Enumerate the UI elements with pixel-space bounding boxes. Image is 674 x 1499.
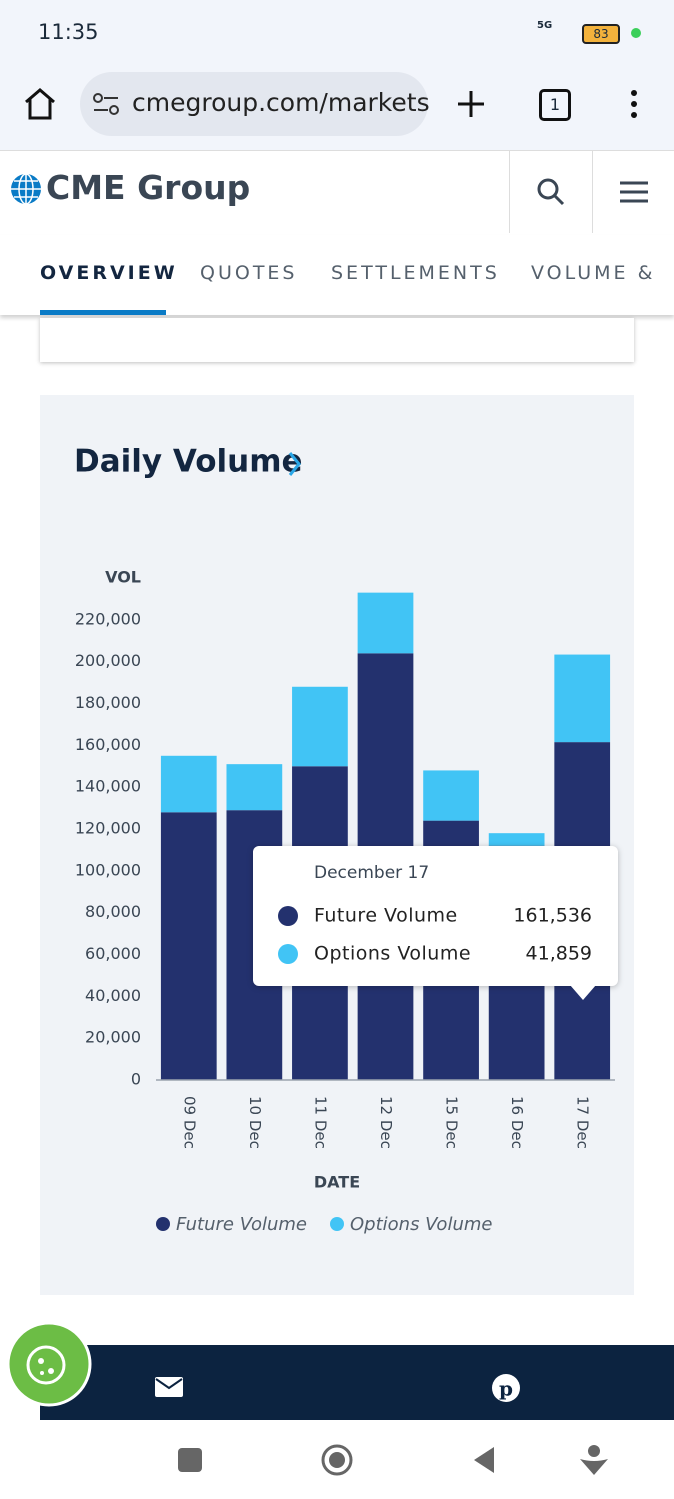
chart: Daily Volume VOL DATE 0 20,000 40,000 60,00… [74,444,618,1235]
search-button[interactable] [536,177,566,207]
legend-label: Future Volume [176,1214,307,1235]
bar-segment [554,654,611,743]
menu-button[interactable] [628,88,640,120]
x-axis-label: DATE [314,1173,360,1192]
nav-tab[interactable]: SETTLEMENTS [331,262,500,284]
tooltip-label: Future Volume [314,905,458,927]
status-network: 5G [537,20,553,31]
x-tick-label: 12 Dec [377,1096,395,1149]
y-tick-label: 80,000 [85,902,141,921]
bar-segment [292,686,348,767]
active-tab-underline [40,310,166,315]
logo-globe [11,173,41,205]
y-tick-label: 120,000 [75,819,141,838]
divider [509,151,510,233]
bar-segment [226,764,283,811]
y-tick-label: 140,000 [75,777,141,796]
home-nav-button[interactable] [320,1443,354,1477]
y-tick-label: 180,000 [75,693,141,712]
footer-bar [40,1345,674,1420]
cookie-button[interactable] [6,1321,92,1407]
x-tick-label: 15 Dec [443,1096,461,1149]
assistant-button[interactable] [578,1443,610,1477]
chart-title[interactable]: Daily Volume [74,444,303,480]
pinterest-icon[interactable]: p [491,1373,521,1403]
legend-label: Options Volume [350,1214,492,1235]
y-tick-label: 160,000 [75,735,141,754]
nav-tab[interactable]: OVERVIEW [40,262,178,284]
hamburger-button[interactable] [619,180,649,204]
y-axis-label: VOL [105,568,141,587]
site-settings-icon[interactable] [92,92,122,118]
y-tick-label: 0 [131,1070,141,1089]
bar-segment [160,755,217,813]
svg-text:p: p [499,1377,513,1401]
x-tick-label: 09 Dec [180,1096,198,1149]
home-button[interactable] [22,86,58,122]
y-tick-label: 20,000 [85,1028,141,1047]
tooltip-value: 161,536 [513,905,592,927]
tooltip-label: Options Volume [314,943,471,965]
legend-marker [330,1217,344,1231]
tab-count[interactable]: 1 [539,89,571,121]
status-time: 11:35 [38,20,99,44]
y-tick-label: 220,000 [75,609,141,628]
email-icon[interactable] [154,1376,184,1398]
recents-button[interactable] [178,1448,202,1472]
legend-marker [156,1217,170,1231]
tooltip-value: 41,859 [526,943,592,965]
divider [592,151,593,233]
back-button[interactable] [470,1445,498,1475]
card [40,318,634,362]
bar-segment [160,812,217,1080]
y-tick-label: 60,000 [85,944,141,963]
status-battery: 83 [582,24,620,44]
new-tab-button[interactable] [456,89,486,119]
y-tick-label: 100,000 [75,860,141,879]
nav-tab[interactable]: QUOTES [200,262,298,284]
nav-tab[interactable]: VOLUME & [531,262,656,284]
y-tick-label: 200,000 [75,651,141,670]
tooltip-marker [278,906,298,926]
x-tick-label: 17 Dec [574,1096,592,1149]
x-tick-label: 16 Dec [508,1096,526,1149]
bar-segment [357,592,414,654]
status-dot [631,28,641,38]
url-bar[interactable] [80,72,428,136]
tooltip-title: December 17 [314,863,429,883]
site-header [0,150,674,236]
site-logo[interactable]: CME Group [46,168,251,207]
x-tick-label: 10 Dec [246,1096,264,1149]
tooltip-marker [278,944,298,964]
y-tick-label: 40,000 [85,986,141,1005]
x-tick-label: 11 Dec [311,1096,329,1149]
title-chevron[interactable] [288,452,301,476]
tab-bar: OVERVIEW QUOTES SETTLEMENTS VOLUME & [0,235,674,315]
tooltip-pointer [570,985,596,1000]
bar-segment [423,770,479,821]
bar-segment [488,833,545,846]
url-text[interactable]: cmegroup.com/markets [132,88,430,117]
tooltip [253,846,618,986]
